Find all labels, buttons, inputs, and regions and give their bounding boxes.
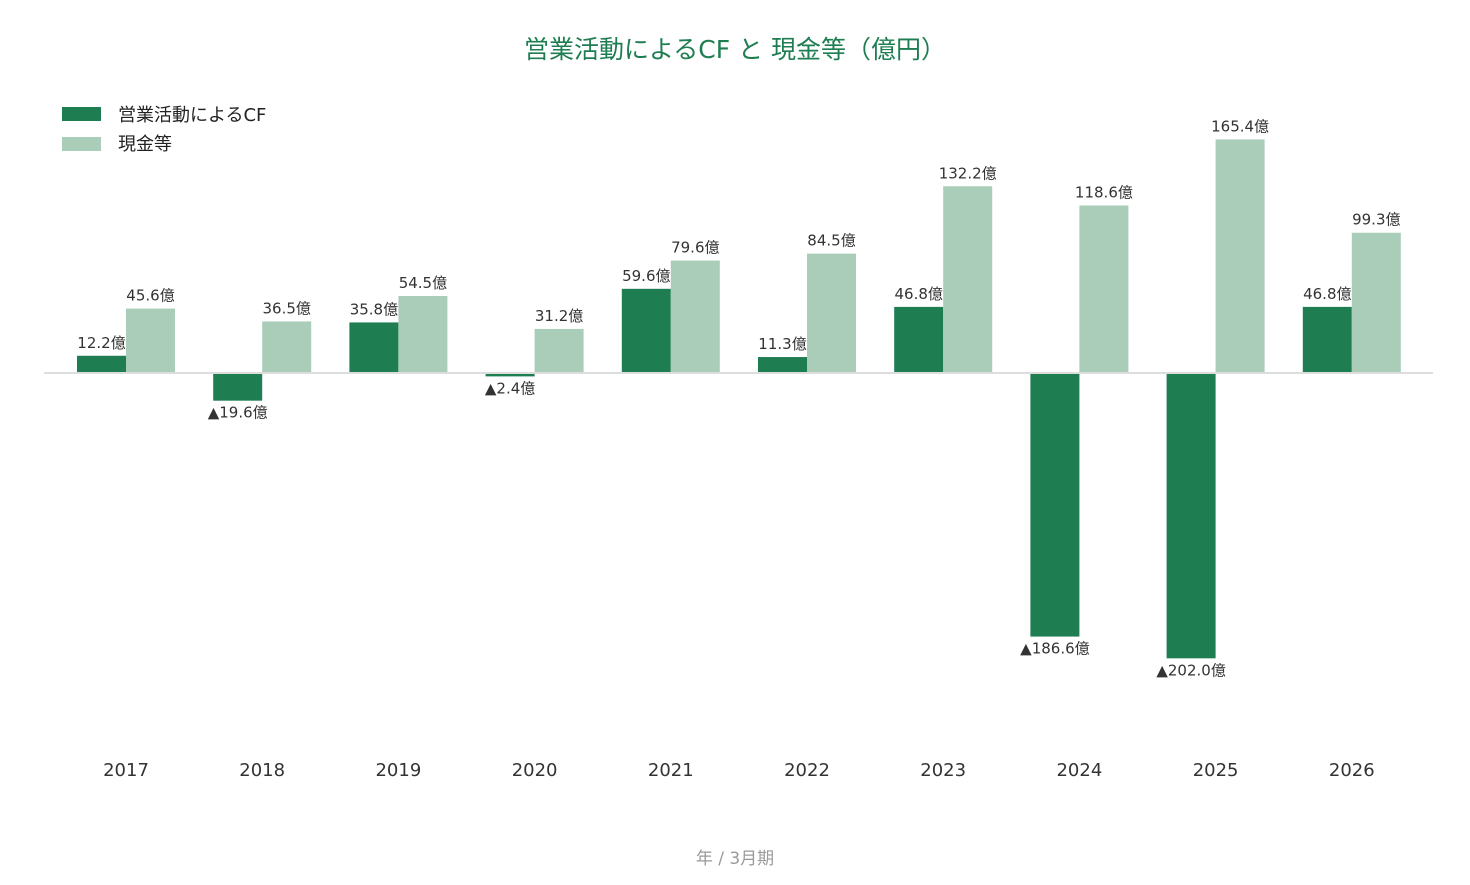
x-axis-ticks: 2017 2018 2019 2020 2021 2022 2023 2024 2025 2026 [103, 760, 1375, 781]
bar-cash-2024 [1079, 205, 1129, 373]
bar-cf-2019 [349, 322, 399, 373]
bar-cash-2022 [807, 253, 856, 373]
x-tick-2019: 2019 [375, 760, 421, 781]
value-label-cf-2026: 46.8億 [1303, 285, 1351, 303]
bar-cash-2017 [126, 308, 175, 373]
x-tick-2021: 2021 [648, 760, 694, 781]
bar-cash-2019 [398, 296, 448, 373]
value-label-cash-2018: 36.5億 [262, 299, 310, 317]
bar-cf-2022 [758, 357, 807, 373]
x-tick-2018: 2018 [239, 760, 285, 781]
legend-label-cf: 営業活動によるCF [118, 105, 266, 126]
x-tick-2026: 2026 [1329, 760, 1375, 781]
x-tick-2017: 2017 [103, 760, 149, 781]
bar-cf-2025 [1166, 373, 1216, 659]
value-label-cf-2020: ▲2.4億 [485, 379, 535, 397]
value-label-cash-2021: 79.6億 [671, 239, 719, 257]
bar-cf-2024 [1030, 373, 1080, 637]
value-label-cf-2024: ▲186.6億 [1020, 640, 1089, 658]
x-tick-2023: 2023 [920, 760, 966, 781]
value-label-cash-2026: 99.3億 [1352, 211, 1400, 229]
value-label-cf-2022: 11.3億 [758, 335, 806, 353]
x-tick-2020: 2020 [512, 760, 558, 781]
chart-title: 営業活動によるCF と 現金等（億円） [524, 35, 946, 64]
legend: 営業活動によるCF 現金等 [62, 105, 266, 155]
bar-cash-2026 [1351, 232, 1401, 373]
bar-cf-2023 [894, 306, 944, 373]
x-tick-2022: 2022 [784, 760, 830, 781]
legend-swatch-cf [62, 107, 101, 121]
bar-cf-2026 [1302, 306, 1352, 373]
value-label-cash-2024: 118.6億 [1075, 183, 1133, 201]
bar-cash-2025 [1215, 139, 1265, 373]
bars-group [77, 139, 1401, 659]
value-label-cash-2022: 84.5億 [807, 232, 855, 250]
value-label-cash-2019: 54.5億 [399, 274, 447, 292]
value-label-cf-2019: 35.8億 [350, 300, 398, 318]
bar-cash-2021 [670, 260, 720, 373]
x-tick-2025: 2025 [1193, 760, 1239, 781]
value-label-cash-2023: 132.2億 [939, 164, 997, 182]
value-label-cf-2021: 59.6億 [622, 267, 670, 285]
value-label-cf-2017: 12.2億 [77, 334, 125, 352]
value-label-cash-2020: 31.2億 [535, 307, 583, 325]
value-label-cf-2025: ▲202.0億 [1156, 661, 1225, 679]
bar-cf-2017 [77, 355, 126, 373]
value-label-cf-2023: 46.8億 [894, 285, 942, 303]
value-label-cash-2025: 165.4億 [1211, 117, 1269, 135]
bar-cash-2018 [262, 321, 312, 373]
x-axis-title: 年 / 3月期 [696, 849, 774, 869]
legend-label-cash: 現金等 [118, 134, 172, 155]
bar-cf-2020 [485, 373, 535, 377]
bar-cf-2021 [621, 288, 671, 373]
value-label-cf-2018: ▲19.6億 [208, 404, 268, 422]
bar-cf-2018 [213, 373, 263, 401]
bar-cash-2020 [534, 328, 584, 373]
legend-swatch-cash [62, 137, 101, 151]
bar-cash-2023 [943, 186, 993, 373]
x-tick-2024: 2024 [1056, 760, 1102, 781]
value-label-cash-2017: 45.6億 [126, 287, 174, 305]
